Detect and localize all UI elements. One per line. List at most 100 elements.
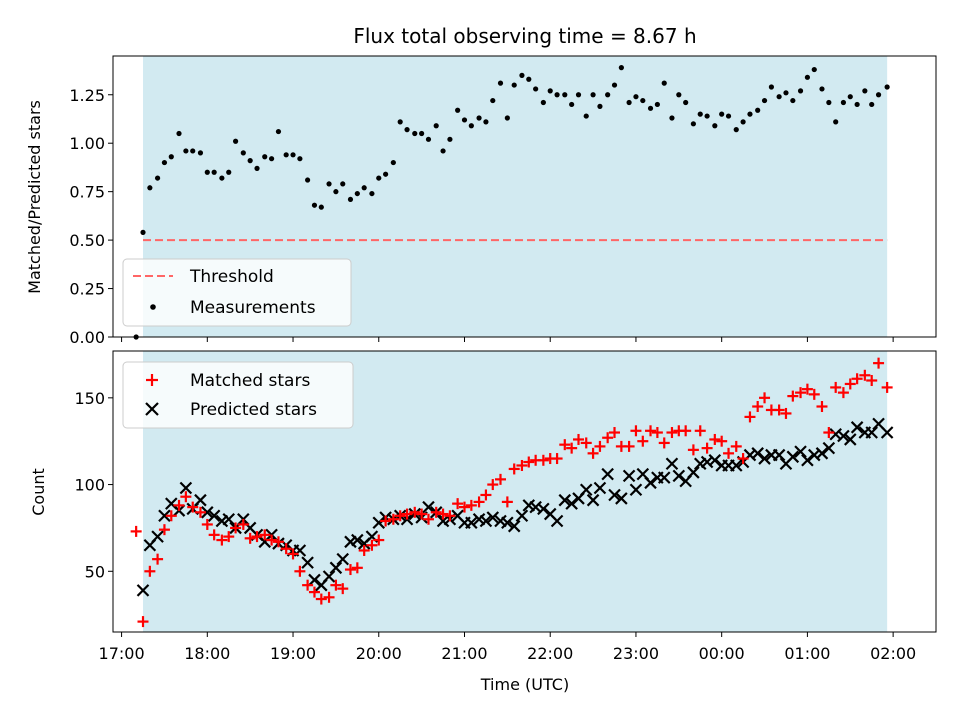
ratio-panel: 0.00 0.25 0.50 0.75 1.00 1.25 Flux total obse… bbox=[25, 24, 937, 347]
matched-star-point bbox=[859, 369, 871, 381]
matched-star-point bbox=[430, 506, 442, 518]
measurement-point bbox=[661, 80, 667, 86]
matched-star-point bbox=[487, 479, 499, 491]
measurement-point bbox=[605, 92, 611, 98]
predicted-star-point bbox=[850, 421, 864, 434]
x-tick-label: 01:00 bbox=[784, 644, 830, 663]
matched-star-point bbox=[623, 440, 635, 452]
measurement-point bbox=[404, 127, 410, 133]
matched-star-point bbox=[730, 440, 742, 452]
measurement-point bbox=[211, 169, 217, 175]
measurement-point bbox=[511, 82, 517, 88]
ratio-legend: Threshold Measurements bbox=[122, 258, 352, 327]
count-y-ticks: 50 100 150 bbox=[74, 389, 113, 581]
legend-threshold-label: Threshold bbox=[189, 267, 274, 287]
x-tick-label: 20:00 bbox=[356, 644, 402, 663]
matched-star-point bbox=[187, 501, 199, 513]
measurement-point bbox=[569, 101, 575, 108]
measurement-point bbox=[840, 99, 847, 106]
measurement-point bbox=[433, 123, 439, 129]
x-axis-label: Time (UTC) bbox=[480, 675, 569, 694]
predicted-star-point bbox=[657, 471, 671, 484]
measurement-point bbox=[326, 181, 332, 187]
measurement-point bbox=[547, 88, 553, 94]
measurement-point bbox=[533, 86, 539, 92]
x-tick-label: 22:00 bbox=[527, 644, 573, 663]
matched-star-point bbox=[458, 501, 470, 513]
matched-star-point bbox=[201, 518, 213, 530]
matched-star-point bbox=[473, 496, 485, 508]
ratio-y-axis-label: Matched/Predicted stars bbox=[25, 100, 44, 294]
predicted-star-point bbox=[586, 493, 600, 507]
matched-star-point bbox=[823, 427, 835, 439]
matched-star-point bbox=[816, 401, 828, 413]
legend-predicted-swatch bbox=[145, 402, 159, 416]
measurement-point bbox=[490, 97, 496, 104]
predicted-star-point bbox=[179, 481, 193, 495]
matched-star-point bbox=[180, 491, 192, 503]
predicted-star-point bbox=[843, 433, 857, 446]
matched-star-point bbox=[508, 463, 520, 475]
count-legend: Matched stars Predicted stars bbox=[122, 361, 354, 429]
matched-star-point bbox=[645, 425, 657, 437]
count-y-tick-label: 50 bbox=[85, 562, 105, 581]
measurement-point bbox=[575, 92, 582, 98]
measurement-point bbox=[783, 90, 789, 96]
measurement-point bbox=[669, 115, 675, 121]
matched-star-point bbox=[752, 401, 764, 413]
predicted-star-point bbox=[351, 533, 364, 547]
measurement-point bbox=[526, 76, 532, 82]
measurement-point bbox=[347, 196, 354, 203]
matched-star-point bbox=[173, 499, 185, 511]
measurement-point bbox=[719, 111, 725, 117]
x-tick-label: 18:00 bbox=[184, 644, 230, 663]
measurement-point bbox=[562, 92, 568, 98]
measurement-point bbox=[247, 158, 253, 164]
measurement-point bbox=[412, 130, 418, 137]
matched-star-point bbox=[294, 565, 306, 577]
predicted-star-point bbox=[322, 570, 336, 583]
measurement-point bbox=[419, 130, 425, 137]
matched-star-point bbox=[773, 404, 785, 416]
predicted-star-point bbox=[644, 476, 657, 490]
matched-star-point bbox=[494, 473, 506, 485]
matched-star-point bbox=[401, 508, 413, 520]
measurement-point bbox=[168, 154, 174, 160]
measurement-point bbox=[275, 128, 282, 135]
predicted-star-point bbox=[608, 488, 621, 502]
matched-star-point bbox=[237, 518, 249, 530]
measurement-point bbox=[483, 119, 489, 125]
x-tick-label: 17:00 bbox=[99, 644, 145, 663]
measurement-point bbox=[361, 185, 367, 191]
matched-star-point bbox=[251, 531, 263, 543]
predicted-star-point bbox=[822, 441, 836, 455]
ratio-y-tick-label: 1.25 bbox=[69, 86, 105, 105]
measurement-point bbox=[504, 115, 510, 121]
measurement-point bbox=[597, 103, 603, 109]
predicted-star-point bbox=[372, 516, 386, 530]
matched-star-point bbox=[323, 591, 335, 603]
predicted-star-point bbox=[615, 492, 628, 505]
count-y-tick-label: 150 bbox=[74, 389, 105, 408]
predicted-star-point bbox=[479, 514, 493, 528]
measurement-point bbox=[154, 175, 161, 181]
matched-star-point bbox=[380, 515, 392, 527]
matched-star-point bbox=[780, 407, 792, 419]
measurement-point bbox=[676, 92, 682, 98]
x-tick-label: 02:00 bbox=[870, 644, 916, 663]
measurement-point bbox=[847, 94, 853, 100]
matched-star-point bbox=[208, 529, 220, 541]
matched-star-point bbox=[409, 506, 421, 518]
measurement-point bbox=[854, 101, 860, 108]
ratio-y-tick-label: 0.00 bbox=[69, 328, 105, 347]
measurement-point bbox=[626, 99, 632, 106]
matched-star-point bbox=[559, 439, 571, 451]
measurement-point bbox=[733, 127, 739, 133]
measurement-point bbox=[862, 88, 868, 94]
measurement-point bbox=[633, 94, 639, 100]
matched-star-point bbox=[302, 579, 314, 591]
predicted-star-point bbox=[815, 447, 829, 460]
count-x-ticks: 17:00 18:00 19:00 20:00 21:00 22:00 23:00 00:00… bbox=[99, 632, 916, 663]
count-y-axis-label: Count bbox=[29, 468, 48, 516]
matched-star-point bbox=[537, 454, 549, 466]
